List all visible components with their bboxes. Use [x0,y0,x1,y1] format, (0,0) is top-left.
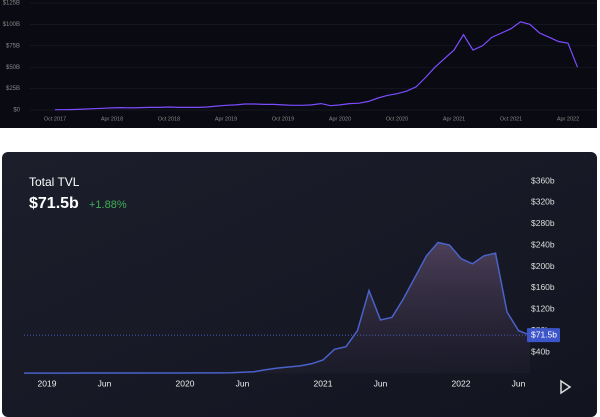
play-button[interactable] [560,379,572,395]
x-tick-label: Oct 2018 [158,116,180,122]
chart-title: Total TVL [29,175,80,189]
y-tick-label: $40b [531,346,550,356]
x-tick-label: 2019 [38,378,57,388]
x-tick-label: Oct 2019 [272,116,294,122]
y-tick-label: $320b [531,197,555,207]
current-value: $71.5b [29,195,79,212]
x-tick-label: 2020 [176,378,195,388]
x-tick-label: Jun [374,378,388,388]
x-tick-label: Apr 2020 [329,116,351,122]
x-tick-label: Jun [98,378,112,388]
top-panel [0,0,597,128]
x-tick-label: Jun [236,378,250,388]
x-tick-label: 2021 [314,378,333,388]
area [24,242,530,374]
y-tick-label: $160b [531,282,555,292]
y-tick-label: $100B [3,22,20,28]
y-tick-label: $200b [531,261,555,271]
x-tick-label: Apr 2022 [557,116,579,122]
current-tag: $71.5b [531,329,557,339]
y-tick-label: $280b [531,218,555,228]
change: +1.88% [89,199,127,211]
y-tick-label: $120b [531,304,555,314]
x-tick-label: Jun [512,378,526,388]
line [24,241,531,374]
x-tick-label: Apr 2019 [215,116,237,122]
y-tick-label: $50B [6,65,20,71]
y-tick-label: $360b [531,175,555,185]
x-tick-label: 2022 [452,378,471,388]
y-tick-label: $75B [6,43,20,49]
bottom-panel [2,152,597,417]
x-tick-label: Oct 2017 [44,116,66,122]
y-tick-label: $0 [13,108,20,114]
x-tick-label: Oct 2020 [386,116,408,122]
y-tick-label: $125B [3,1,20,7]
line [55,21,579,111]
x-tick-label: Oct 2021 [500,116,522,122]
y-tick-label: $25B [6,86,20,92]
current-tag-bg [527,328,560,343]
x-tick-label: Apr 2021 [443,116,465,122]
top-chart: $0 $25B $50B $75B $100B $125B Oct 2017 Apr 2018… [3,1,597,122]
x-tick-label: Apr 2018 [101,116,123,122]
bottom-chart: Total TVL $71.5b +1.88% $40b$80b$120b$16… [24,175,572,395]
y-tick-label: $240b [531,239,555,249]
